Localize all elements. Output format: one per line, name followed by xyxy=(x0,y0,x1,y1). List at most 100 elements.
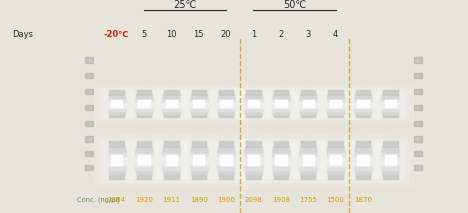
Bar xyxy=(380,160,400,166)
Text: 25℃: 25℃ xyxy=(173,0,197,10)
Bar xyxy=(134,155,154,161)
Bar xyxy=(301,113,315,117)
Bar xyxy=(300,94,316,98)
Bar xyxy=(209,88,244,119)
Bar xyxy=(326,155,345,161)
Bar xyxy=(110,173,124,179)
Bar xyxy=(164,90,179,95)
Text: -20℃: -20℃ xyxy=(104,30,129,39)
Bar xyxy=(189,160,209,166)
Bar xyxy=(328,110,344,114)
Bar xyxy=(302,101,314,107)
Bar xyxy=(218,146,234,152)
Bar xyxy=(302,155,314,165)
Bar xyxy=(154,139,189,182)
Bar xyxy=(272,107,290,111)
Bar xyxy=(258,86,304,122)
Bar xyxy=(272,150,290,156)
Bar xyxy=(382,110,398,114)
Bar xyxy=(263,139,299,182)
Text: 1900: 1900 xyxy=(217,197,235,203)
Bar xyxy=(164,141,179,147)
Bar xyxy=(244,150,263,156)
Bar xyxy=(299,107,317,111)
Bar xyxy=(219,173,234,179)
Bar xyxy=(164,173,179,179)
Bar xyxy=(217,97,235,101)
Bar xyxy=(185,91,212,117)
Bar xyxy=(354,164,372,170)
Bar xyxy=(109,146,125,152)
Bar xyxy=(380,100,400,104)
Bar xyxy=(299,97,317,101)
Bar xyxy=(381,97,399,101)
Bar xyxy=(99,139,134,182)
Bar xyxy=(357,155,369,165)
Bar xyxy=(126,139,161,182)
Bar xyxy=(355,94,371,98)
Bar xyxy=(240,142,267,178)
Bar xyxy=(356,113,370,117)
Bar xyxy=(217,164,235,170)
Bar xyxy=(299,150,317,156)
Bar xyxy=(248,155,259,165)
Bar xyxy=(121,135,167,186)
Bar xyxy=(137,113,151,117)
Bar xyxy=(385,101,396,107)
Bar xyxy=(212,91,240,117)
Text: 1908: 1908 xyxy=(272,197,290,203)
Bar xyxy=(267,91,294,117)
Bar xyxy=(107,160,126,166)
Bar xyxy=(110,141,124,147)
Bar xyxy=(273,94,289,98)
Bar xyxy=(126,88,161,119)
Bar xyxy=(161,100,181,104)
Bar xyxy=(85,137,94,142)
Bar xyxy=(414,105,422,110)
Bar xyxy=(163,94,180,98)
Bar xyxy=(318,88,353,119)
Bar xyxy=(85,151,94,156)
Bar xyxy=(218,110,234,114)
Bar xyxy=(272,164,290,170)
Bar xyxy=(161,103,181,108)
Bar xyxy=(327,97,344,101)
Bar xyxy=(85,165,94,170)
Bar xyxy=(185,142,212,178)
Text: 1920: 1920 xyxy=(135,197,153,203)
Bar xyxy=(373,88,408,119)
Bar xyxy=(231,86,276,122)
Bar xyxy=(275,155,286,165)
Bar xyxy=(231,135,276,186)
Bar xyxy=(329,90,343,95)
Bar xyxy=(219,90,234,95)
Bar xyxy=(85,57,94,63)
Text: 1884: 1884 xyxy=(108,197,125,203)
Bar xyxy=(190,107,208,111)
Bar xyxy=(382,168,398,174)
Bar xyxy=(111,155,122,165)
Bar xyxy=(355,110,371,114)
Bar xyxy=(414,151,422,156)
Bar xyxy=(246,90,261,95)
Bar xyxy=(85,105,94,110)
Bar xyxy=(301,173,315,179)
Bar xyxy=(163,168,180,174)
Bar xyxy=(149,135,194,186)
Bar xyxy=(313,135,358,186)
Bar xyxy=(355,146,371,152)
Bar xyxy=(107,103,126,108)
Bar xyxy=(383,173,398,179)
Bar xyxy=(162,150,180,156)
Text: 1890: 1890 xyxy=(190,197,208,203)
Bar xyxy=(218,168,234,174)
Text: Days: Days xyxy=(12,30,33,39)
Bar xyxy=(326,100,345,104)
Bar xyxy=(356,141,370,147)
Bar xyxy=(383,90,398,95)
Bar xyxy=(103,91,130,117)
Text: 10: 10 xyxy=(166,30,176,39)
Bar xyxy=(216,160,236,166)
Text: 50℃: 50℃ xyxy=(283,0,306,10)
Bar xyxy=(248,101,259,107)
